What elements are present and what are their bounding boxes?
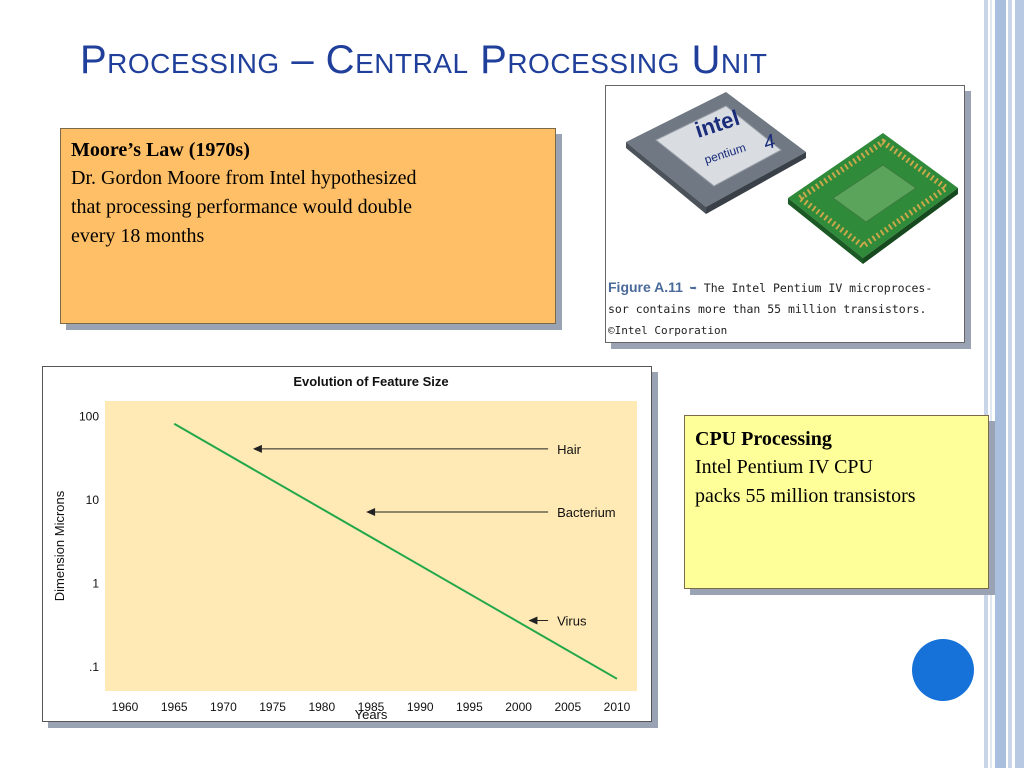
y-tick-label: .1 [89, 660, 99, 674]
annotation-arrowhead [528, 616, 538, 625]
moores-law-line: every 18 months [71, 225, 205, 247]
cpu-processing-box: CPU Processing Intel Pentium IV CPU pack… [684, 415, 989, 589]
annotation-arrowhead [366, 508, 376, 517]
caption-text: sor contains more than 55 million transi… [608, 302, 927, 316]
caption-credit: ©Intel Corporation [608, 324, 728, 337]
x-tick-label: 2000 [505, 700, 532, 714]
moores-law-line: Dr. Gordon Moore from Intel hypothesized [71, 167, 417, 189]
moores-law-box: Moore’s Law (1970s) Dr. Gordon Moore fro… [60, 128, 556, 324]
cpu-processing-line: packs 55 million transistors [695, 485, 916, 507]
moores-law-heading: Moore’s Law (1970s) [71, 139, 250, 161]
y-tick-label: 1 [92, 576, 99, 590]
x-tick-label: 2005 [554, 700, 581, 714]
pentium-photo-frame: intel pentium 4 [605, 85, 965, 343]
x-tick-label: 1985 [358, 700, 385, 714]
x-tick-label: 1975 [259, 700, 286, 714]
x-tick-label: 1995 [456, 700, 483, 714]
y-tick-label: 10 [86, 493, 100, 507]
chart-title: Evolution of Feature Size [293, 374, 448, 389]
x-axis-label: Years [355, 707, 388, 721]
x-tick-label: 1990 [407, 700, 434, 714]
x-tick-label: 1980 [308, 700, 335, 714]
decorative-stripes [984, 0, 1024, 768]
x-tick-label: 1960 [112, 700, 139, 714]
x-tick-label: 1970 [210, 700, 237, 714]
cpu-processing-heading: CPU Processing [695, 428, 832, 450]
caption-text: The Intel Pentium IV microproces- [703, 281, 933, 295]
caption-figure-label: Figure A.11 [608, 279, 683, 295]
y-tick-label: 100 [79, 410, 99, 424]
photo-caption: Figure A.11 ➥ The Intel Pentium IV micro… [608, 277, 963, 341]
caption-arrow-icon: ➥ [689, 281, 697, 295]
cpu-processing-line: Intel Pentium IV CPU [695, 456, 873, 478]
feature-size-chart: Evolution of Feature Size 100 10 1 .1 1960 1… [42, 366, 652, 722]
annotation-label: Virus [557, 614, 587, 629]
annotation-arrowhead [252, 444, 262, 453]
annotation-label: Hair [557, 442, 582, 457]
slide-title: Processing – Central Processing Unit [80, 38, 768, 82]
x-tick-label: 2010 [604, 700, 631, 714]
x-tick-label: 1965 [161, 700, 188, 714]
chart-svg: Evolution of Feature Size 100 10 1 .1 1960 1… [52, 374, 637, 722]
pentium-chip-image: intel pentium 4 [626, 92, 958, 264]
annotation-label: Bacterium [557, 505, 616, 520]
y-axis-label: Dimension Microns [52, 490, 67, 601]
series-line [173, 422, 618, 680]
blue-circle-decoration [912, 639, 974, 701]
moores-law-line: that processing performance would double [71, 196, 413, 218]
